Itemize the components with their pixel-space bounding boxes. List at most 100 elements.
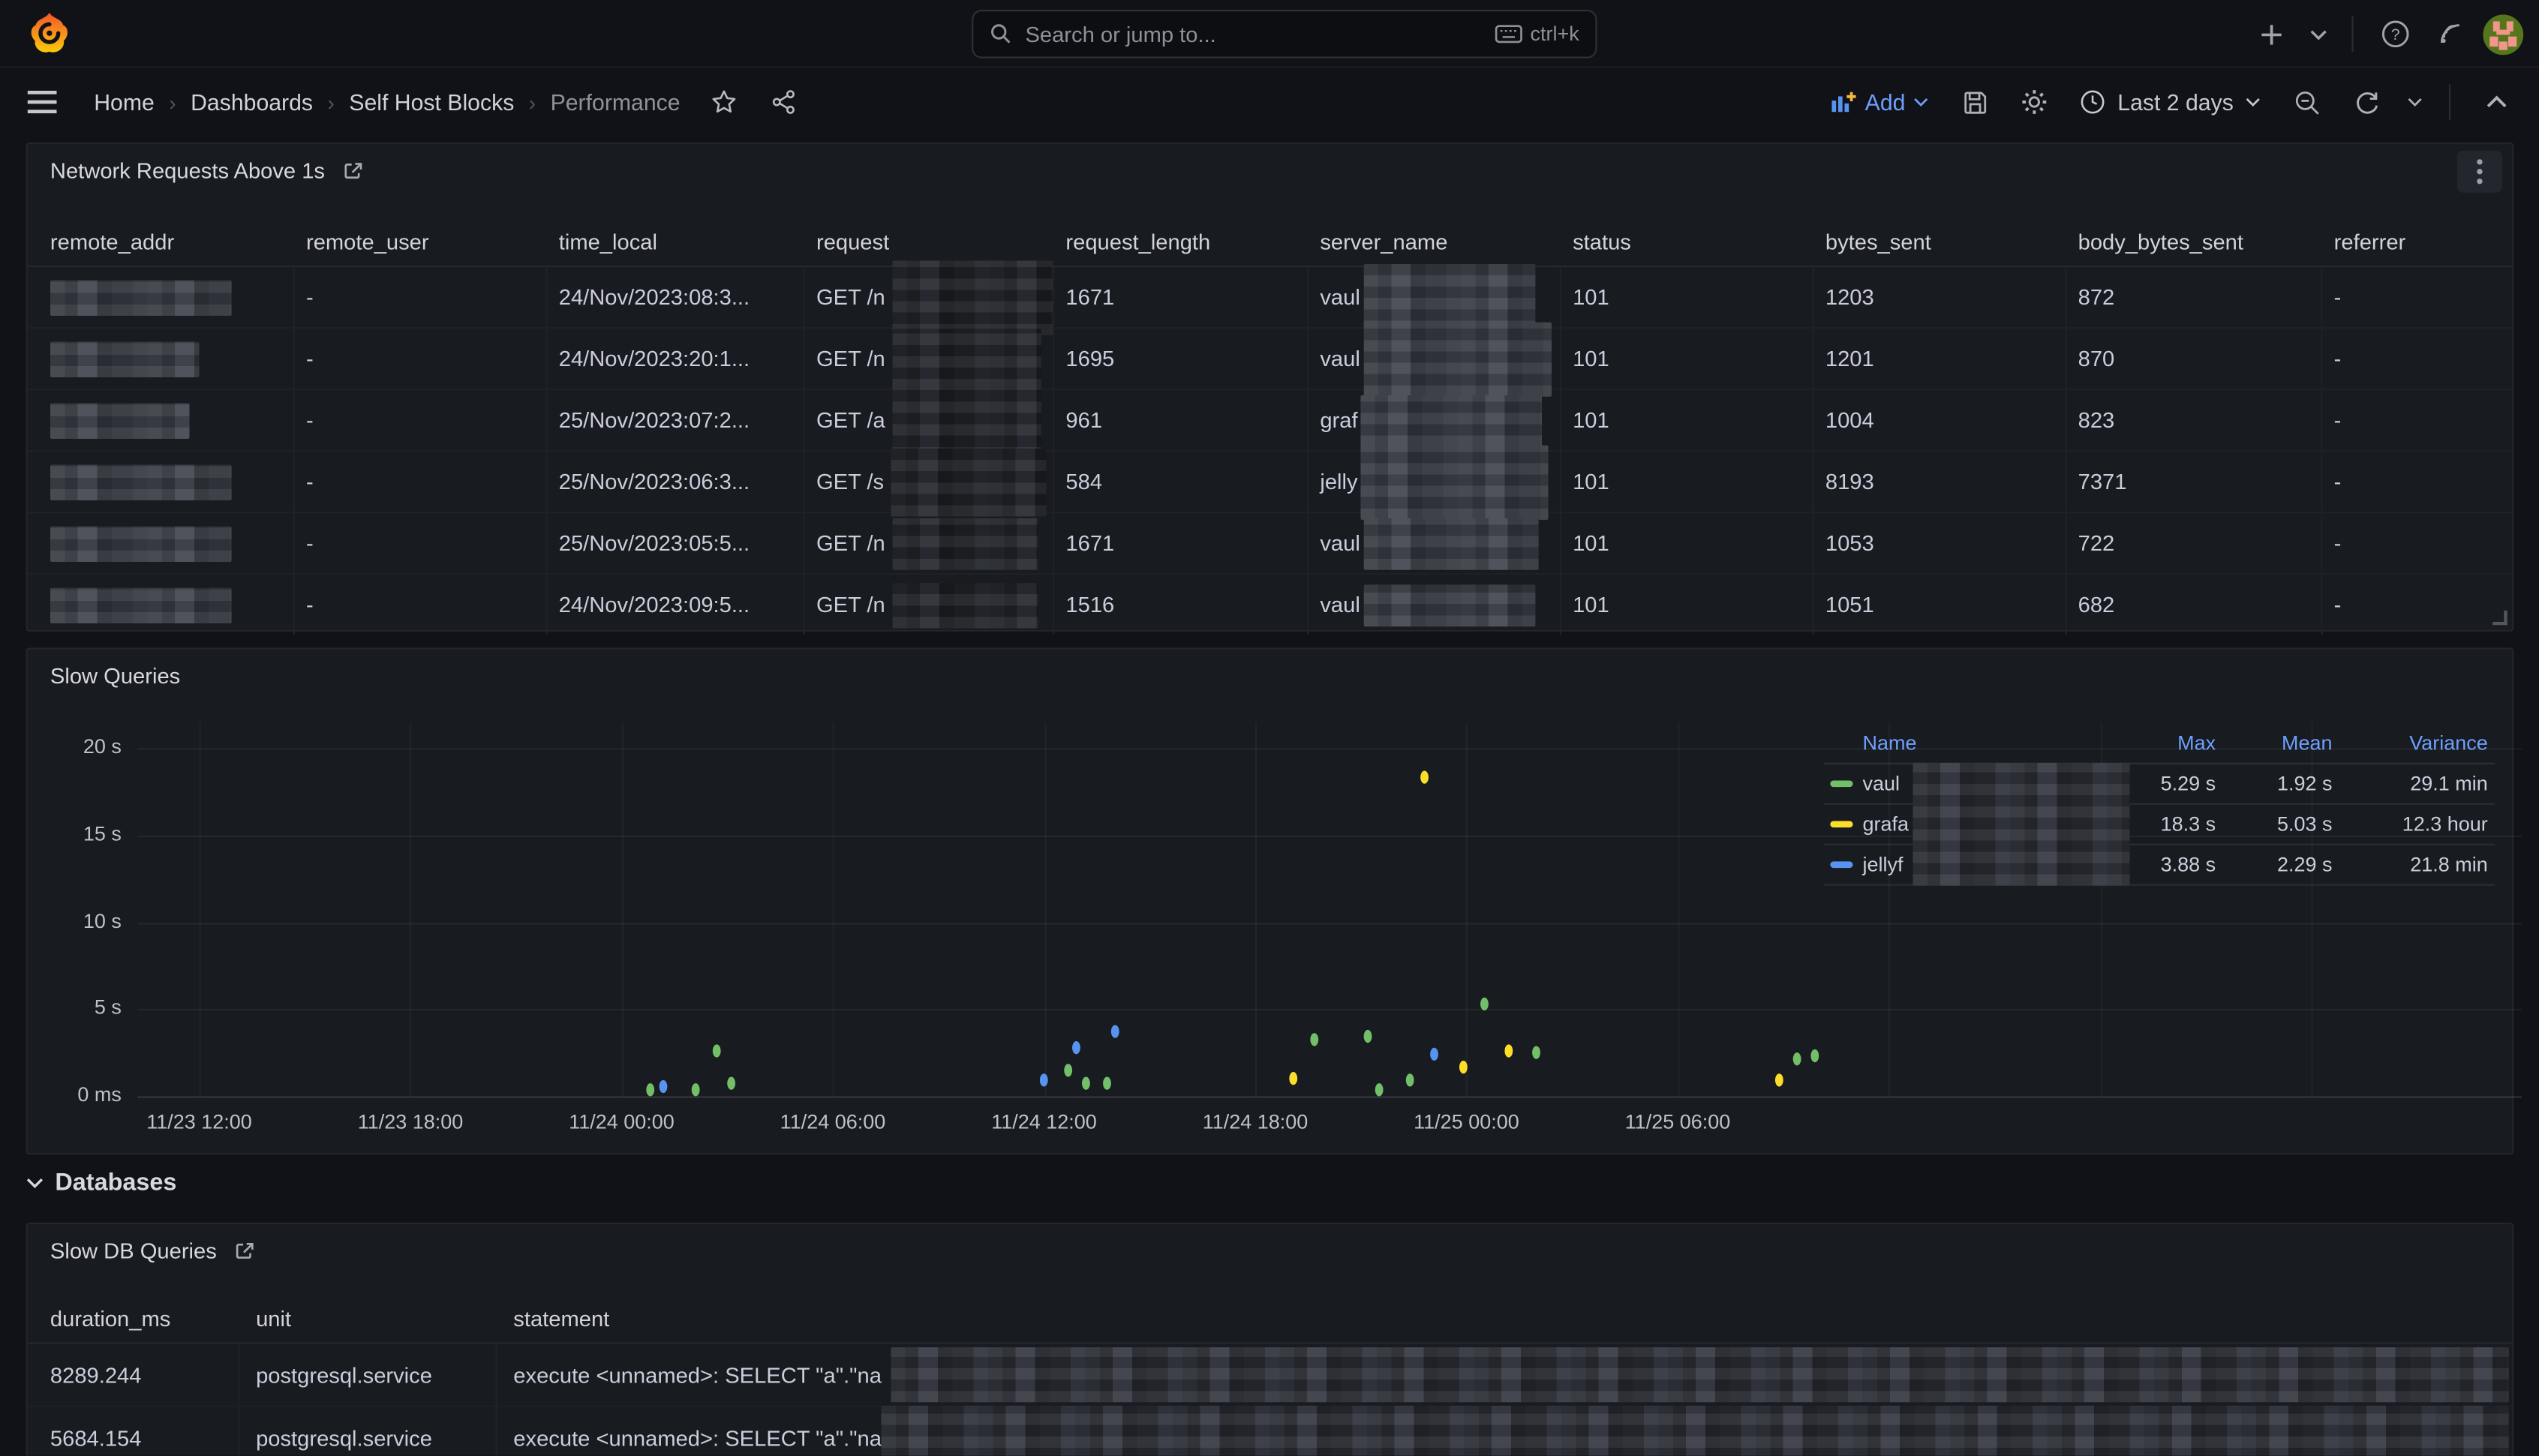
cell-statement: execute <unnamed>: SELECT "a"."na	[513, 1425, 882, 1451]
legend-col-max[interactable]: Max	[2177, 731, 2216, 755]
legend-series-name[interactable]: jellyf	[1862, 853, 1903, 876]
panel-title-slow-queries[interactable]: Slow Queries	[28, 650, 2512, 703]
redacted-server-name	[1360, 444, 1549, 519]
cell-referrer: -	[2333, 407, 2342, 433]
panel-slow-db-queries: Slow DB Queries duration_ms unit statement…	[26, 1222, 2514, 1456]
legend-col-mean[interactable]: Mean	[2282, 731, 2333, 755]
cell-referrer: -	[2333, 284, 2342, 310]
column-header[interactable]: bytes_sent	[1825, 230, 1931, 254]
panel-resize-handle[interactable]	[2492, 610, 2507, 626]
column-header[interactable]: server_name	[1320, 230, 1448, 254]
dashboard-settings-button[interactable]	[2011, 80, 2060, 125]
panel-title-network-requests[interactable]: Network Requests Above 1s	[28, 144, 2512, 197]
chevron-down-icon	[2246, 98, 2260, 107]
table-row[interactable]: - 24/Nov/2023:08:3... GET /n 1671 vaul 1…	[27, 260, 2513, 335]
chart-legend: Name Max Mean Variance vaul 5.29 s 1.92 …	[1823, 727, 2495, 886]
gridline-v	[621, 722, 623, 1097]
cell-time-local: 24/Nov/2023:08:3...	[548, 267, 805, 328]
time-range-picker[interactable]: Last 2 days	[2071, 83, 2271, 122]
legend-series-name[interactable]: grafa	[1862, 812, 1910, 836]
zoom-out-time-button[interactable]	[2282, 80, 2331, 125]
refresh-interval-chevron[interactable]	[2402, 80, 2428, 125]
cell-request-length: 1516	[1054, 575, 1309, 635]
column-header[interactable]: duration_ms	[50, 1307, 171, 1331]
column-header[interactable]: request	[816, 230, 890, 254]
scatter-point	[1420, 771, 1429, 785]
cell-remote-user: -	[295, 267, 548, 328]
help-icon[interactable]: ?	[2372, 11, 2417, 56]
breadcrumb-dashboards[interactable]: Dashboards	[191, 89, 314, 116]
new-button[interactable]	[2248, 11, 2293, 56]
scatter-point	[1775, 1073, 1784, 1088]
cell-referrer: -	[2333, 470, 2342, 494]
table-row[interactable]: 8289.244 postgresql.service execute <unn…	[27, 1343, 2513, 1407]
column-header[interactable]: status	[1573, 230, 1631, 254]
panel-menu-button[interactable]	[2456, 150, 2503, 193]
column-header[interactable]: statement	[513, 1307, 610, 1331]
x-axis-tick-label: 11/24 18:00	[1202, 1110, 1309, 1134]
column-header[interactable]: time_local	[558, 230, 657, 254]
breadcrumb: Home › Dashboards › Self Host Blocks › P…	[94, 80, 807, 125]
save-dashboard-button[interactable]	[1951, 80, 2000, 125]
column-header[interactable]: referrer	[2333, 230, 2406, 254]
external-link-icon[interactable]	[233, 1239, 255, 1262]
add-button[interactable]: Add	[1821, 83, 1939, 122]
gridline-h	[137, 1096, 2522, 1098]
column-header[interactable]: unit	[256, 1307, 292, 1331]
breadcrumb-home[interactable]: Home	[94, 89, 155, 116]
table-row[interactable]: - 24/Nov/2023:20:1... GET /n 1695 vaul 1…	[27, 321, 2513, 396]
column-header[interactable]: remote_addr	[50, 230, 175, 254]
mega-menu-toggle[interactable]	[20, 80, 65, 125]
new-chevron-down-icon[interactable]	[2303, 11, 2333, 56]
share-button[interactable]	[762, 80, 807, 125]
scatter-point	[1793, 1053, 1801, 1067]
table-row[interactable]: - 24/Nov/2023:09:5... GET /n 1516 vaul 1…	[28, 575, 2512, 635]
hamburger-icon	[27, 90, 57, 114]
column-header[interactable]: remote_user	[305, 230, 429, 254]
legend-row: jellyf 3.88 s 2.29 s 21.8 min	[1823, 845, 2495, 886]
table-row[interactable]: - 25/Nov/2023:05:5... GET /n 1671 vaul 1…	[27, 513, 2513, 575]
favorite-star-button[interactable]	[702, 80, 747, 125]
breadcrumb-separator: ›	[528, 89, 536, 115]
table-row[interactable]: - 25/Nov/2023:06:3... GET /s 584 jelly 1…	[27, 444, 2513, 519]
scatter-point	[1810, 1049, 1819, 1063]
gridline-v	[199, 722, 201, 1097]
chevron-down-icon	[2408, 98, 2422, 107]
legend-col-variance[interactable]: Variance	[2409, 731, 2488, 755]
collapse-toolbar-button[interactable]	[2471, 80, 2520, 125]
column-header[interactable]: body_bytes_sent	[2078, 230, 2243, 254]
legend-col-name[interactable]: Name	[1862, 731, 1917, 755]
cell-bytes-sent: 1053	[1814, 513, 2067, 574]
breadcrumb-folder[interactable]: Self Host Blocks	[349, 89, 515, 116]
search-input[interactable]: Search or jump to... ctrl+k	[972, 9, 1597, 59]
news-icon[interactable]	[2428, 11, 2473, 56]
scatter-point	[660, 1079, 669, 1093]
cell-time-local: 24/Nov/2023:20:1...	[548, 329, 805, 389]
x-axis-tick-label: 11/25 00:00	[1414, 1110, 1519, 1134]
redacted-statement	[891, 1347, 2509, 1403]
column-header[interactable]: request_length	[1065, 230, 1211, 254]
legend-header: Name Max Mean Variance	[1823, 727, 2495, 764]
grafana-logo[interactable]	[28, 11, 71, 55]
section-databases[interactable]: Databases	[26, 1169, 176, 1196]
scatter-point	[1430, 1048, 1439, 1061]
external-link-icon[interactable]	[341, 160, 364, 182]
search-placeholder: Search or jump to...	[1025, 22, 1216, 47]
cell-status: 101	[1561, 575, 1814, 635]
cell-request: GET /n	[816, 346, 885, 371]
series-color-pill	[1830, 780, 1853, 788]
cell-status: 101	[1561, 390, 1814, 451]
slow-db-table: 8289.244 postgresql.service execute <unn…	[27, 1343, 2513, 1456]
legend-series-name[interactable]: vaul	[1862, 772, 1900, 795]
avatar[interactable]	[2483, 14, 2524, 55]
panel-title-slow-db-queries[interactable]: Slow DB Queries	[28, 1224, 2512, 1277]
table-row[interactable]: 5684.154 postgresql.service execute <unn…	[28, 1405, 2512, 1456]
cell-body-bytes-sent: 872	[2067, 267, 2323, 328]
refresh-button[interactable]	[2342, 80, 2390, 125]
cell-statement: execute <unnamed>: SELECT "a"."na	[513, 1362, 882, 1387]
cell-status: 101	[1561, 452, 1814, 512]
scatter-point	[1504, 1044, 1513, 1058]
cell-referrer: -	[2333, 593, 2342, 617]
cell-body-bytes-sent: 682	[2067, 575, 2323, 635]
table-row[interactable]: - 25/Nov/2023:07:2... GET /a 961 graf 10…	[27, 383, 2513, 458]
